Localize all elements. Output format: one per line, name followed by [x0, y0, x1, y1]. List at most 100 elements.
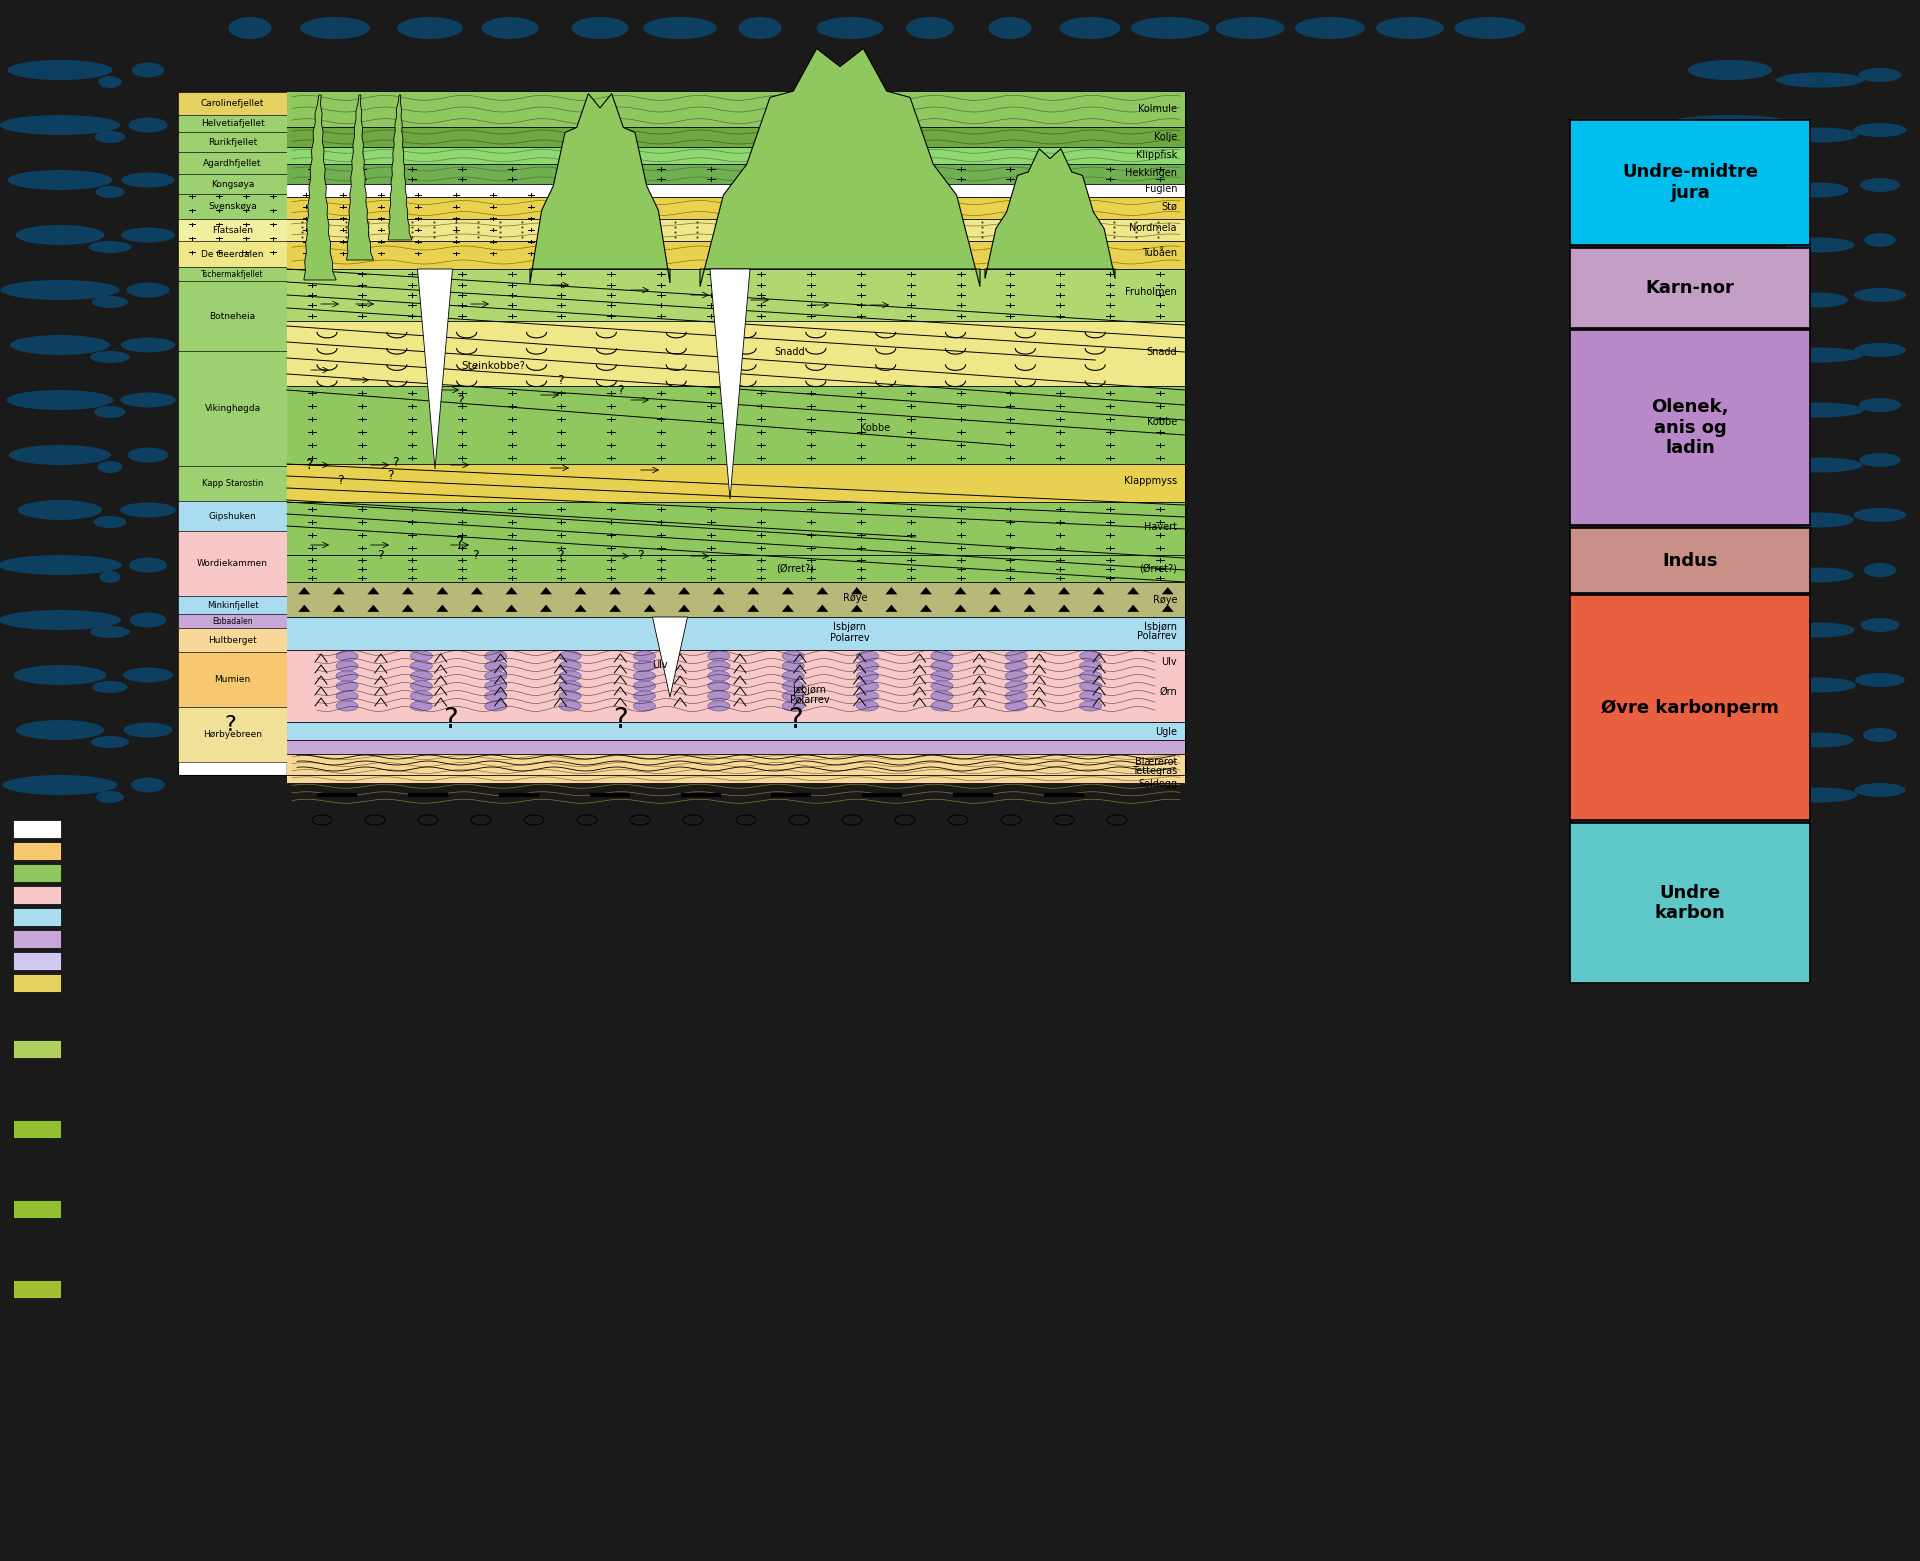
- Text: Ugle: Ugle: [1156, 727, 1177, 737]
- Ellipse shape: [1855, 343, 1907, 357]
- Bar: [179, 151, 286, 173]
- Ellipse shape: [482, 17, 538, 39]
- Ellipse shape: [8, 59, 113, 80]
- Ellipse shape: [708, 701, 730, 710]
- Text: Ørn: Ørn: [1160, 687, 1177, 698]
- Ellipse shape: [1688, 59, 1772, 80]
- Bar: [286, 723, 1185, 740]
- Bar: [286, 649, 1185, 723]
- Ellipse shape: [1864, 564, 1897, 578]
- Text: Wordiekammen: Wordiekammen: [198, 559, 269, 568]
- Ellipse shape: [90, 351, 131, 364]
- Ellipse shape: [411, 701, 432, 710]
- Ellipse shape: [1778, 457, 1862, 473]
- Polygon shape: [678, 604, 689, 612]
- Polygon shape: [401, 604, 415, 612]
- Polygon shape: [332, 587, 346, 595]
- Polygon shape: [505, 587, 518, 595]
- Ellipse shape: [88, 240, 131, 253]
- Ellipse shape: [2, 774, 117, 795]
- Ellipse shape: [1859, 398, 1901, 412]
- Ellipse shape: [906, 17, 954, 39]
- Ellipse shape: [781, 692, 804, 701]
- Text: Olenek,
anis og
ladin: Olenek, anis og ladin: [1651, 398, 1728, 457]
- Ellipse shape: [634, 701, 655, 710]
- Ellipse shape: [0, 610, 121, 631]
- Polygon shape: [367, 604, 380, 612]
- Bar: [286, 464, 1185, 503]
- Ellipse shape: [484, 681, 507, 692]
- Ellipse shape: [411, 660, 432, 671]
- Bar: [179, 92, 286, 774]
- Polygon shape: [1023, 604, 1035, 612]
- Ellipse shape: [1782, 128, 1859, 142]
- Bar: [1571, 120, 1811, 245]
- Ellipse shape: [123, 668, 173, 682]
- Bar: [286, 219, 1185, 240]
- Text: Ebbadalen: Ebbadalen: [213, 617, 253, 626]
- Ellipse shape: [1860, 178, 1901, 192]
- Text: ?: ?: [376, 548, 384, 562]
- Polygon shape: [609, 604, 620, 612]
- Polygon shape: [710, 268, 751, 500]
- Text: Svenskøya: Svenskøya: [207, 201, 257, 211]
- Text: Nordmela: Nordmela: [1129, 223, 1177, 233]
- Bar: [286, 774, 1185, 784]
- Ellipse shape: [1784, 677, 1857, 693]
- Polygon shape: [470, 604, 484, 612]
- Text: Botneheia: Botneheia: [209, 312, 255, 320]
- Polygon shape: [303, 95, 336, 279]
- Bar: [13, 1119, 61, 1138]
- Ellipse shape: [8, 170, 113, 190]
- Bar: [179, 628, 286, 652]
- Ellipse shape: [90, 626, 131, 638]
- Bar: [13, 1280, 61, 1299]
- Bar: [179, 707, 286, 762]
- Bar: [286, 322, 1185, 386]
- Text: Fruholmen: Fruholmen: [1125, 287, 1177, 297]
- Bar: [179, 133, 286, 151]
- Ellipse shape: [1853, 507, 1907, 521]
- Text: Tschermakfjellet: Tschermakfjellet: [202, 270, 263, 278]
- Text: ?: ?: [457, 535, 465, 551]
- Text: Kolmule: Kolmule: [1139, 105, 1177, 114]
- Text: Havert: Havert: [1144, 521, 1177, 532]
- Ellipse shape: [931, 660, 952, 671]
- Ellipse shape: [1079, 701, 1102, 710]
- Ellipse shape: [931, 701, 952, 710]
- Text: ?: ?: [616, 384, 624, 396]
- Ellipse shape: [0, 116, 121, 134]
- Text: ?: ?: [457, 393, 463, 406]
- Ellipse shape: [1776, 72, 1864, 87]
- Polygon shape: [747, 604, 758, 612]
- Text: (Ørret?): (Ørret?): [776, 564, 814, 573]
- Text: Blærerot: Blærerot: [1135, 757, 1177, 766]
- Ellipse shape: [1060, 17, 1121, 39]
- Ellipse shape: [17, 500, 102, 520]
- Ellipse shape: [15, 225, 104, 245]
- Ellipse shape: [1079, 692, 1102, 701]
- Ellipse shape: [781, 651, 804, 660]
- Text: Snadd: Snadd: [774, 347, 804, 357]
- Ellipse shape: [129, 612, 167, 628]
- Ellipse shape: [1786, 237, 1855, 253]
- Bar: [1571, 823, 1811, 983]
- Text: Hultberget: Hultberget: [207, 635, 257, 645]
- Ellipse shape: [559, 692, 582, 701]
- Ellipse shape: [1864, 233, 1895, 247]
- Text: Fuglen: Fuglen: [1144, 184, 1177, 194]
- Ellipse shape: [708, 651, 730, 660]
- Ellipse shape: [1862, 727, 1897, 741]
- Ellipse shape: [1786, 512, 1855, 528]
- Bar: [286, 147, 1185, 164]
- Ellipse shape: [1006, 671, 1027, 681]
- Ellipse shape: [1782, 787, 1857, 802]
- Text: ?: ?: [557, 373, 563, 387]
- Ellipse shape: [1006, 660, 1027, 671]
- Text: Stø: Stø: [1162, 201, 1177, 212]
- Ellipse shape: [1006, 651, 1027, 660]
- Polygon shape: [1023, 587, 1035, 595]
- Text: Steinkobbe?: Steinkobbe?: [461, 361, 524, 372]
- Ellipse shape: [634, 692, 655, 701]
- Ellipse shape: [931, 681, 952, 692]
